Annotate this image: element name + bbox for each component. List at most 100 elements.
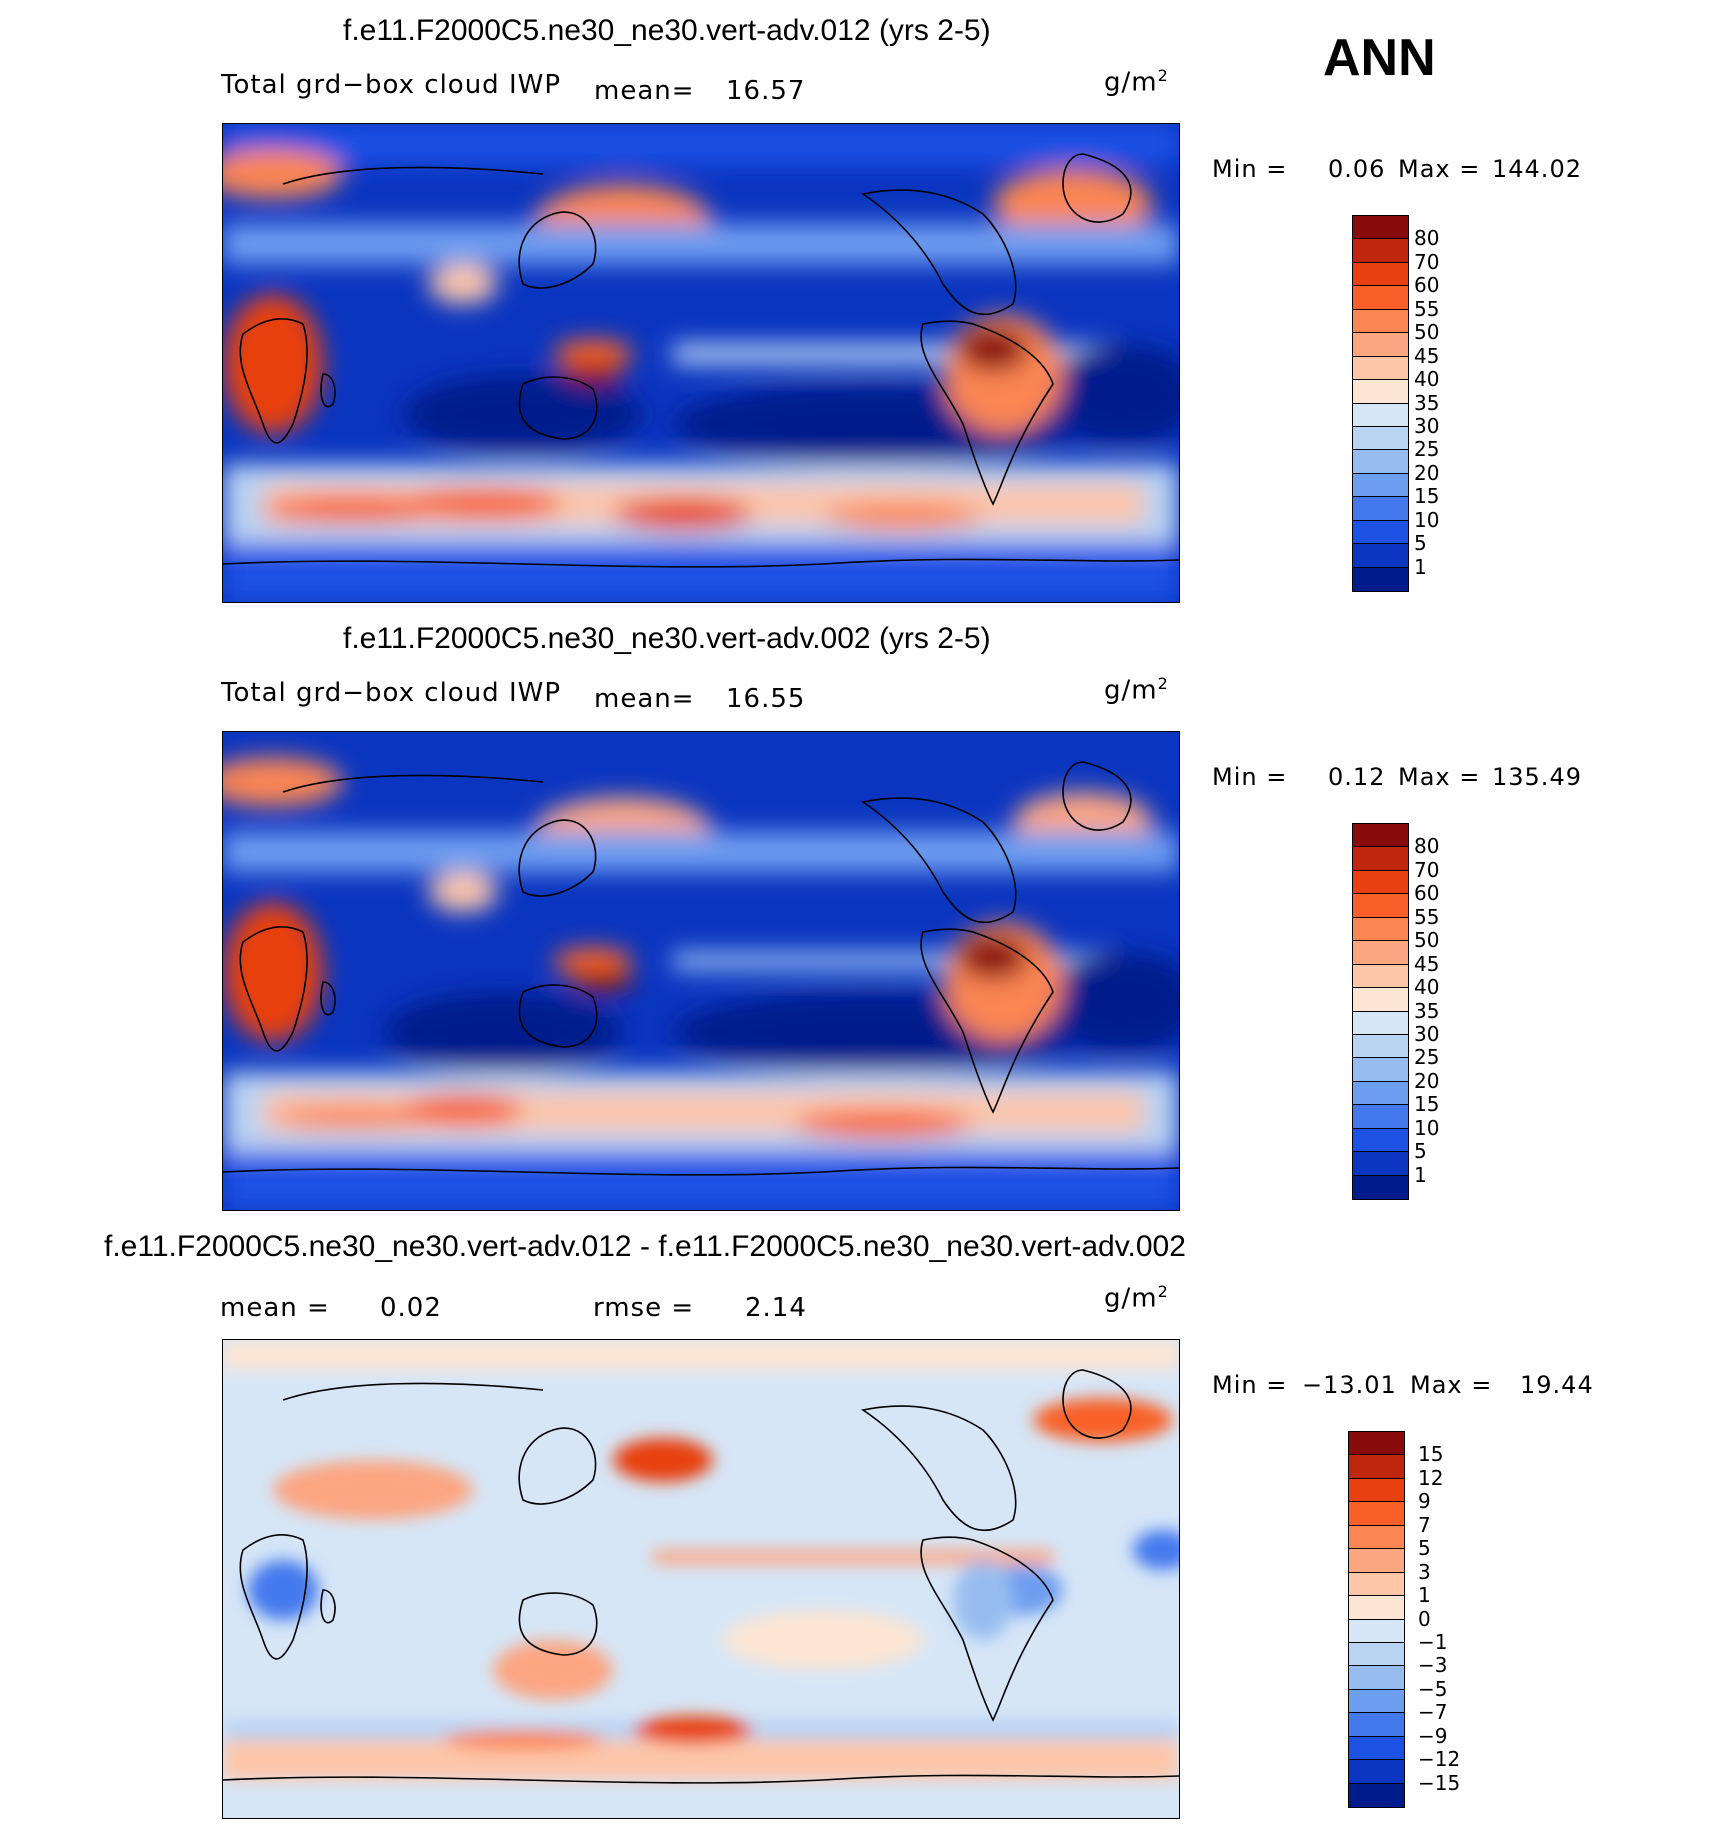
colorbar-tick-label: 45	[1414, 343, 1440, 368]
colorbar-tick-label: 35	[1414, 998, 1440, 1023]
colorbar-swatch	[1353, 403, 1408, 427]
colorbar-tick-label: 80	[1414, 834, 1440, 859]
colorbar-tick-label: 0	[1418, 1606, 1431, 1631]
colorbar-swatch	[1349, 1783, 1404, 1807]
colorbar-swatch	[1353, 824, 1408, 848]
colorbar-swatch	[1353, 262, 1408, 287]
panel3-title: f.e11.F2000C5.ne30_ne30.vert-adv.012 - f…	[104, 1230, 1186, 1263]
colorbar-tick-label: 7	[1418, 1512, 1431, 1537]
colorbar-swatch	[1353, 1081, 1408, 1106]
colorbar-tick-label: 20	[1414, 460, 1440, 485]
colorbar-swatch	[1353, 1152, 1408, 1176]
panel1-min-value: 0.06	[1328, 155, 1386, 183]
panel3-mean-value: 0.02	[380, 1293, 442, 1323]
panel1-max-label: Max =	[1398, 155, 1481, 183]
colorbar-swatch	[1353, 567, 1408, 591]
panel1-mean-label: mean=	[594, 76, 695, 106]
colorbar-swatch	[1349, 1619, 1404, 1643]
colorbar-tick-label: 30	[1414, 413, 1440, 438]
colorbar-swatch	[1349, 1478, 1404, 1503]
colorbar-swatch	[1353, 239, 1408, 263]
colorbar-tick-label: 1	[1414, 554, 1427, 579]
colorbar-swatch	[1353, 426, 1408, 451]
colorbar-swatch	[1353, 497, 1408, 521]
colorbar-tick-label: −12	[1418, 1747, 1461, 1772]
colorbar-swatch	[1349, 1689, 1404, 1714]
colorbar-swatch	[1353, 520, 1408, 545]
colorbar-tick-label: 70	[1414, 249, 1440, 274]
panel2-mean-label: mean=	[594, 684, 695, 714]
colorbar-swatch	[1349, 1736, 1404, 1761]
colorbar-tick-label: 30	[1414, 1021, 1440, 1046]
colorbar-swatch	[1353, 1128, 1408, 1153]
colorbar-swatch	[1349, 1760, 1404, 1784]
colorbar-tick-label: 5	[1418, 1536, 1431, 1561]
colorbar-tick-label: 50	[1414, 928, 1440, 953]
panel1-units: g/m2	[1104, 66, 1169, 98]
colorbar-tick-label: 1	[1414, 1162, 1427, 1187]
panel1-title: f.e11.F2000C5.ne30_ne30.vert-adv.012 (yr…	[343, 14, 991, 47]
colorbar-tick-label: 3	[1418, 1559, 1431, 1584]
panel2-variable: Total grd−box cloud IWP	[221, 678, 562, 708]
panel3-rmse-label: rmse =	[593, 1293, 695, 1323]
colorbar-swatch	[1353, 1034, 1408, 1059]
colorbar-tick-label: 40	[1414, 367, 1440, 392]
colorbar-swatch	[1353, 286, 1408, 310]
colorbar-swatch	[1349, 1642, 1404, 1667]
colorbar-swatch	[1353, 309, 1408, 334]
colorbar-swatch	[1349, 1455, 1404, 1479]
colorbar-tick-label: 80	[1414, 226, 1440, 251]
colorbar-tick-label: 60	[1414, 273, 1440, 298]
colorbar-swatch	[1353, 333, 1408, 357]
colorbar-tick-label: 55	[1414, 904, 1440, 929]
colorbar-swatch	[1349, 1502, 1404, 1526]
panel2-max-value: 135.49	[1492, 763, 1582, 791]
colorbar-swatch	[1353, 450, 1408, 474]
colorbar-tick-label: 10	[1414, 1115, 1440, 1140]
panel2-units: g/m2	[1104, 674, 1169, 706]
panel2-map	[222, 731, 1180, 1211]
colorbar-swatch	[1349, 1713, 1404, 1737]
panel1-map	[222, 123, 1180, 603]
colorbar-tick-label: 15	[1414, 484, 1440, 509]
colorbar-swatch	[1353, 894, 1408, 918]
panel2-mean-value: 16.55	[726, 684, 806, 714]
panel2-min-label: Min =	[1212, 763, 1288, 791]
colorbar-tick-label: 1	[1418, 1583, 1431, 1608]
panel3-min-value: −13.01	[1302, 1371, 1397, 1399]
colorbar-tick-label: 25	[1414, 1045, 1440, 1070]
colorbar-swatch	[1349, 1525, 1404, 1550]
colorbar-tick-label: 9	[1418, 1489, 1431, 1514]
colorbar-swatch	[1353, 356, 1408, 381]
colorbar-tick-label: 10	[1414, 507, 1440, 532]
colorbar-tick-label: −1	[1418, 1629, 1448, 1654]
colorbar-tick-label: 20	[1414, 1068, 1440, 1093]
colorbar-tick-label: 12	[1418, 1465, 1444, 1490]
panel1-mean-value: 16.57	[726, 76, 806, 106]
panel3-colorbar	[1348, 1431, 1405, 1808]
colorbar-swatch	[1349, 1666, 1404, 1690]
panel3-max-label: Max =	[1410, 1371, 1493, 1399]
colorbar-swatch	[1349, 1549, 1404, 1573]
colorbar-tick-label: −7	[1418, 1700, 1448, 1725]
colorbar-tick-label: 50	[1414, 320, 1440, 345]
panel3-mean-label: mean =	[220, 1293, 330, 1323]
colorbar-swatch	[1353, 544, 1408, 568]
colorbar-tick-label: 55	[1414, 296, 1440, 321]
panel3-map	[222, 1339, 1180, 1819]
colorbar-tick-label: −3	[1418, 1653, 1448, 1678]
colorbar-swatch	[1353, 1175, 1408, 1199]
colorbar-tick-label: −5	[1418, 1676, 1448, 1701]
colorbar-tick-label: 60	[1414, 881, 1440, 906]
colorbar-swatch	[1353, 870, 1408, 895]
colorbar-tick-label: 45	[1414, 951, 1440, 976]
colorbar-swatch	[1353, 1105, 1408, 1129]
colorbar-tick-label: 40	[1414, 975, 1440, 1000]
colorbar-tick-label: 15	[1414, 1092, 1440, 1117]
colorbar-tick-label: 70	[1414, 857, 1440, 882]
colorbar-tick-label: −9	[1418, 1723, 1448, 1748]
panel1-max-value: 144.02	[1492, 155, 1582, 183]
colorbar-swatch	[1349, 1596, 1404, 1620]
panel2-title: f.e11.F2000C5.ne30_ne30.vert-adv.002 (yr…	[343, 622, 991, 655]
colorbar-swatch	[1353, 847, 1408, 871]
